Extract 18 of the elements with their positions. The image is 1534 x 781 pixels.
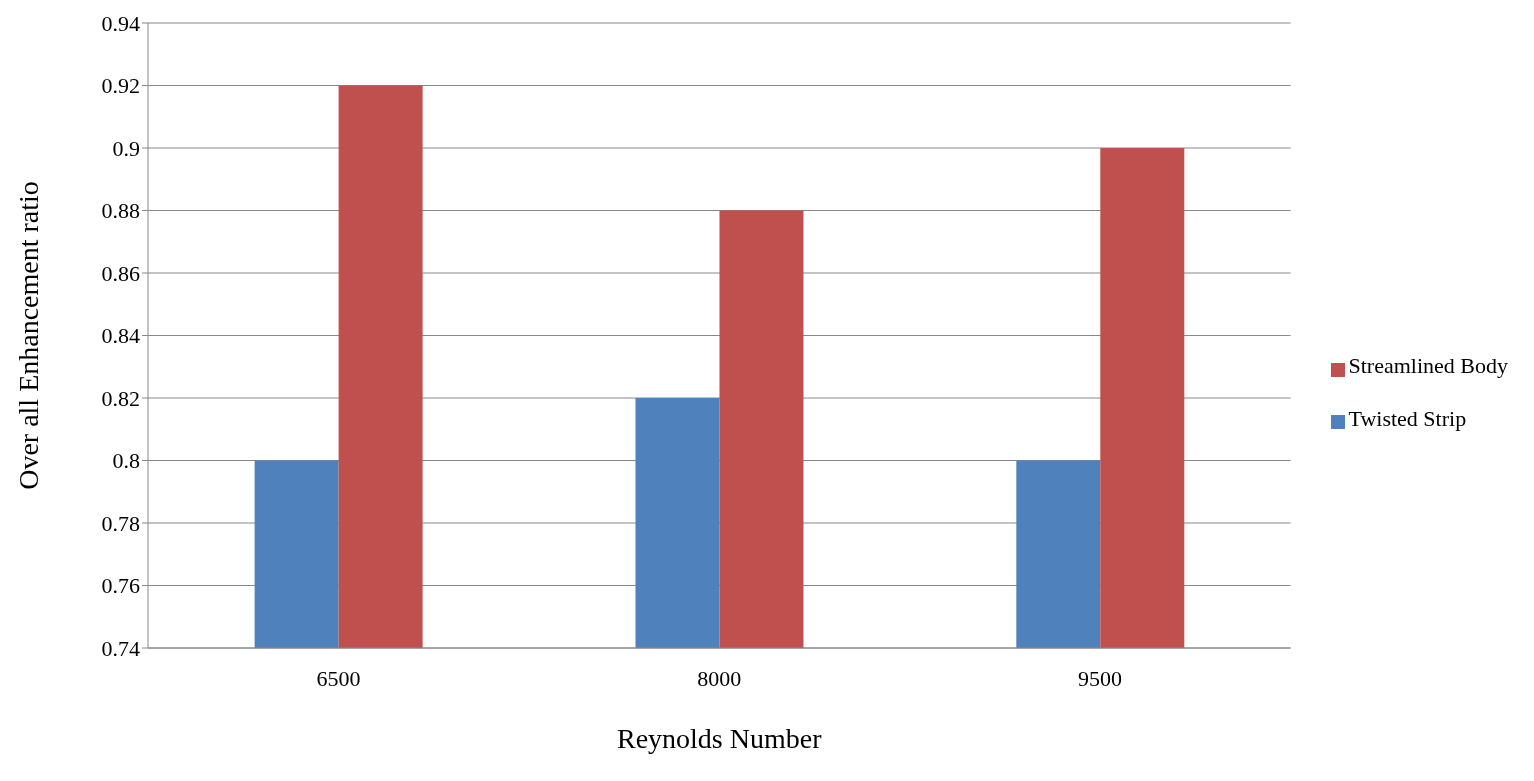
y-tick-label: 0.76	[101, 573, 140, 599]
y-tick-label: 0.88	[101, 198, 140, 224]
y-axis-title: Over all Enhancement ratio	[12, 181, 44, 490]
x-tick-label: 8000	[697, 665, 742, 691]
y-tick-label: 0.86	[101, 260, 140, 286]
y-tick-label: 0.92	[101, 73, 140, 99]
legend-label: Streamlined Body	[1348, 353, 1508, 379]
y-tick-label: 0.82	[101, 385, 140, 411]
x-axis-title: Reynolds Number	[616, 723, 823, 754]
y-tick-label: 0.84	[101, 323, 140, 349]
y-tick-label: 0.94	[101, 10, 140, 36]
y-tick-label: 0.9	[112, 135, 140, 161]
y-tick-label: 0.8	[112, 448, 140, 474]
y-tick-label: 0.74	[101, 635, 140, 661]
x-tick-label: 9500	[1078, 665, 1123, 691]
y-tick-label: 0.78	[101, 510, 140, 536]
legend-label: Twisted Strip	[1348, 406, 1467, 431]
x-tick-label: 6500	[316, 665, 361, 691]
